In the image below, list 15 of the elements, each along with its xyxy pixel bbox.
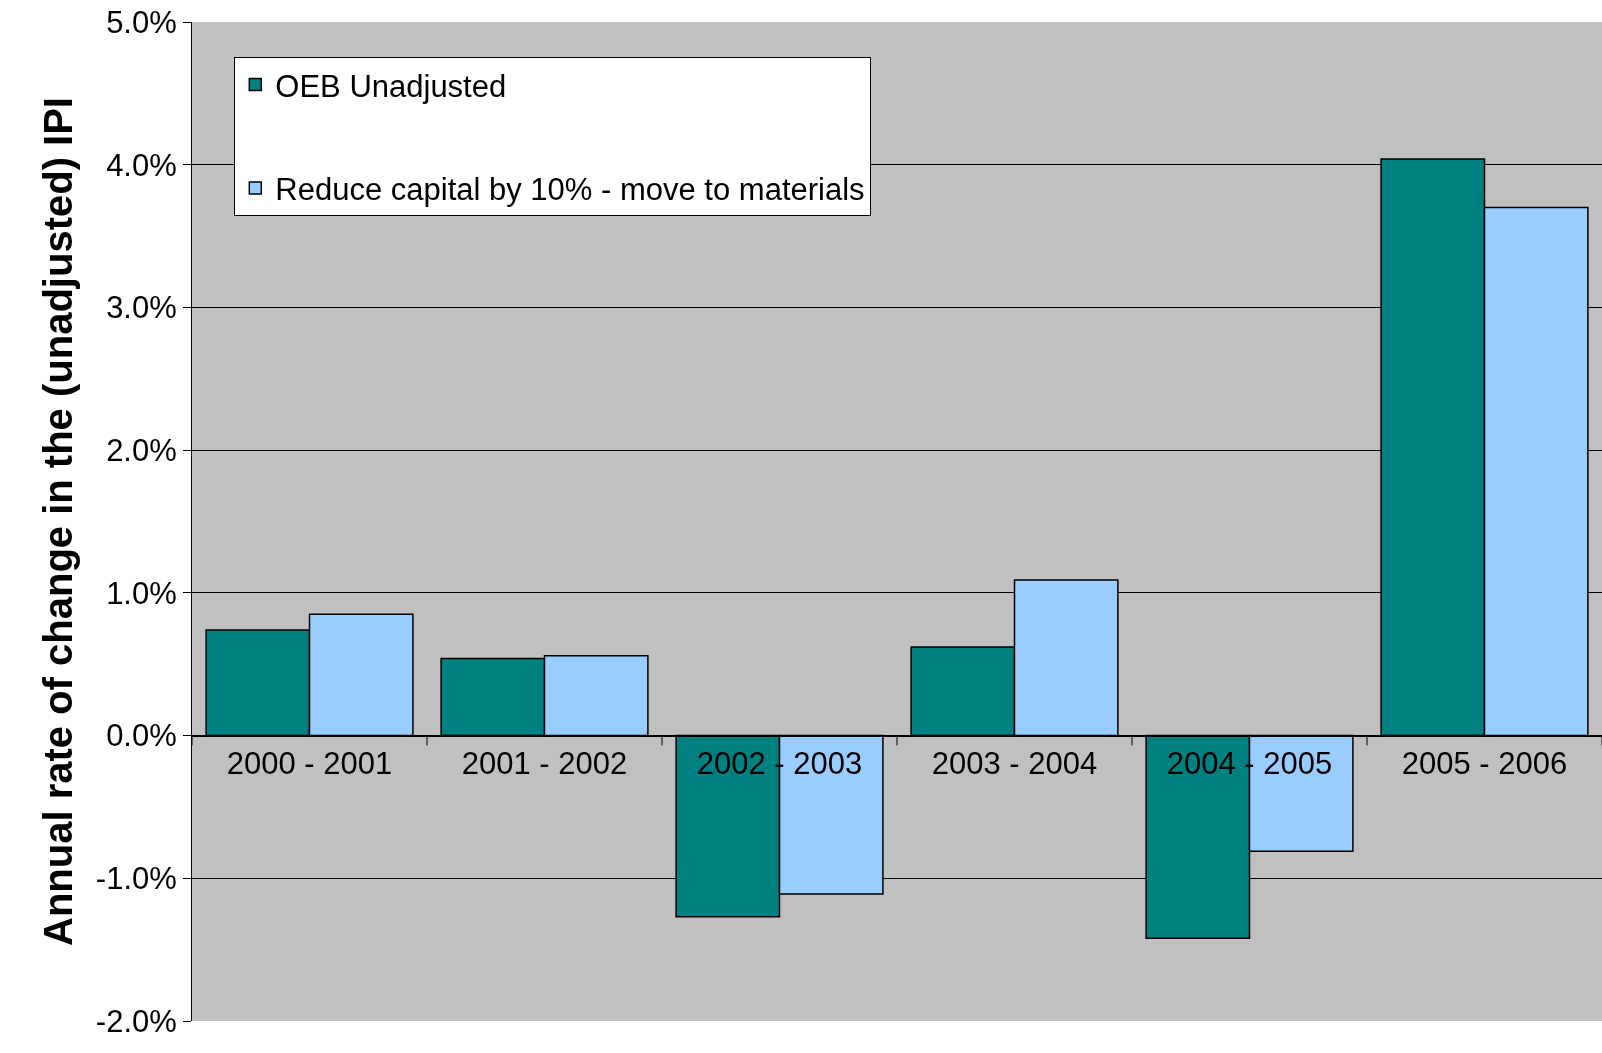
y-tick-label: 2.0% [106,432,177,468]
x-tick-label: 2003 - 2004 [931,745,1098,781]
y-axis-title: Annual rate of change in the (unadjusted) IPI [36,97,81,946]
y-tick-label: 0.0% [106,718,177,754]
x-tick-label: 2000 - 2001 [226,745,393,781]
y-tick-label: -2.0% [95,1003,177,1039]
legend-label: Reduce capital by 10% - move to materials [275,172,865,207]
y-tick-label: 5.0% [106,4,177,40]
legend-label: OEB Unadjusted [275,68,507,104]
y-tick-label: 3.0% [106,290,177,326]
x-tick-label: 2005 - 2006 [1401,745,1568,781]
x-tick-label: 2001 - 2002 [461,745,628,781]
y-tick-label: 1.0% [106,575,177,611]
y-tick-label: -1.0% [95,861,177,897]
y-tick-label: 4.0% [106,147,177,183]
